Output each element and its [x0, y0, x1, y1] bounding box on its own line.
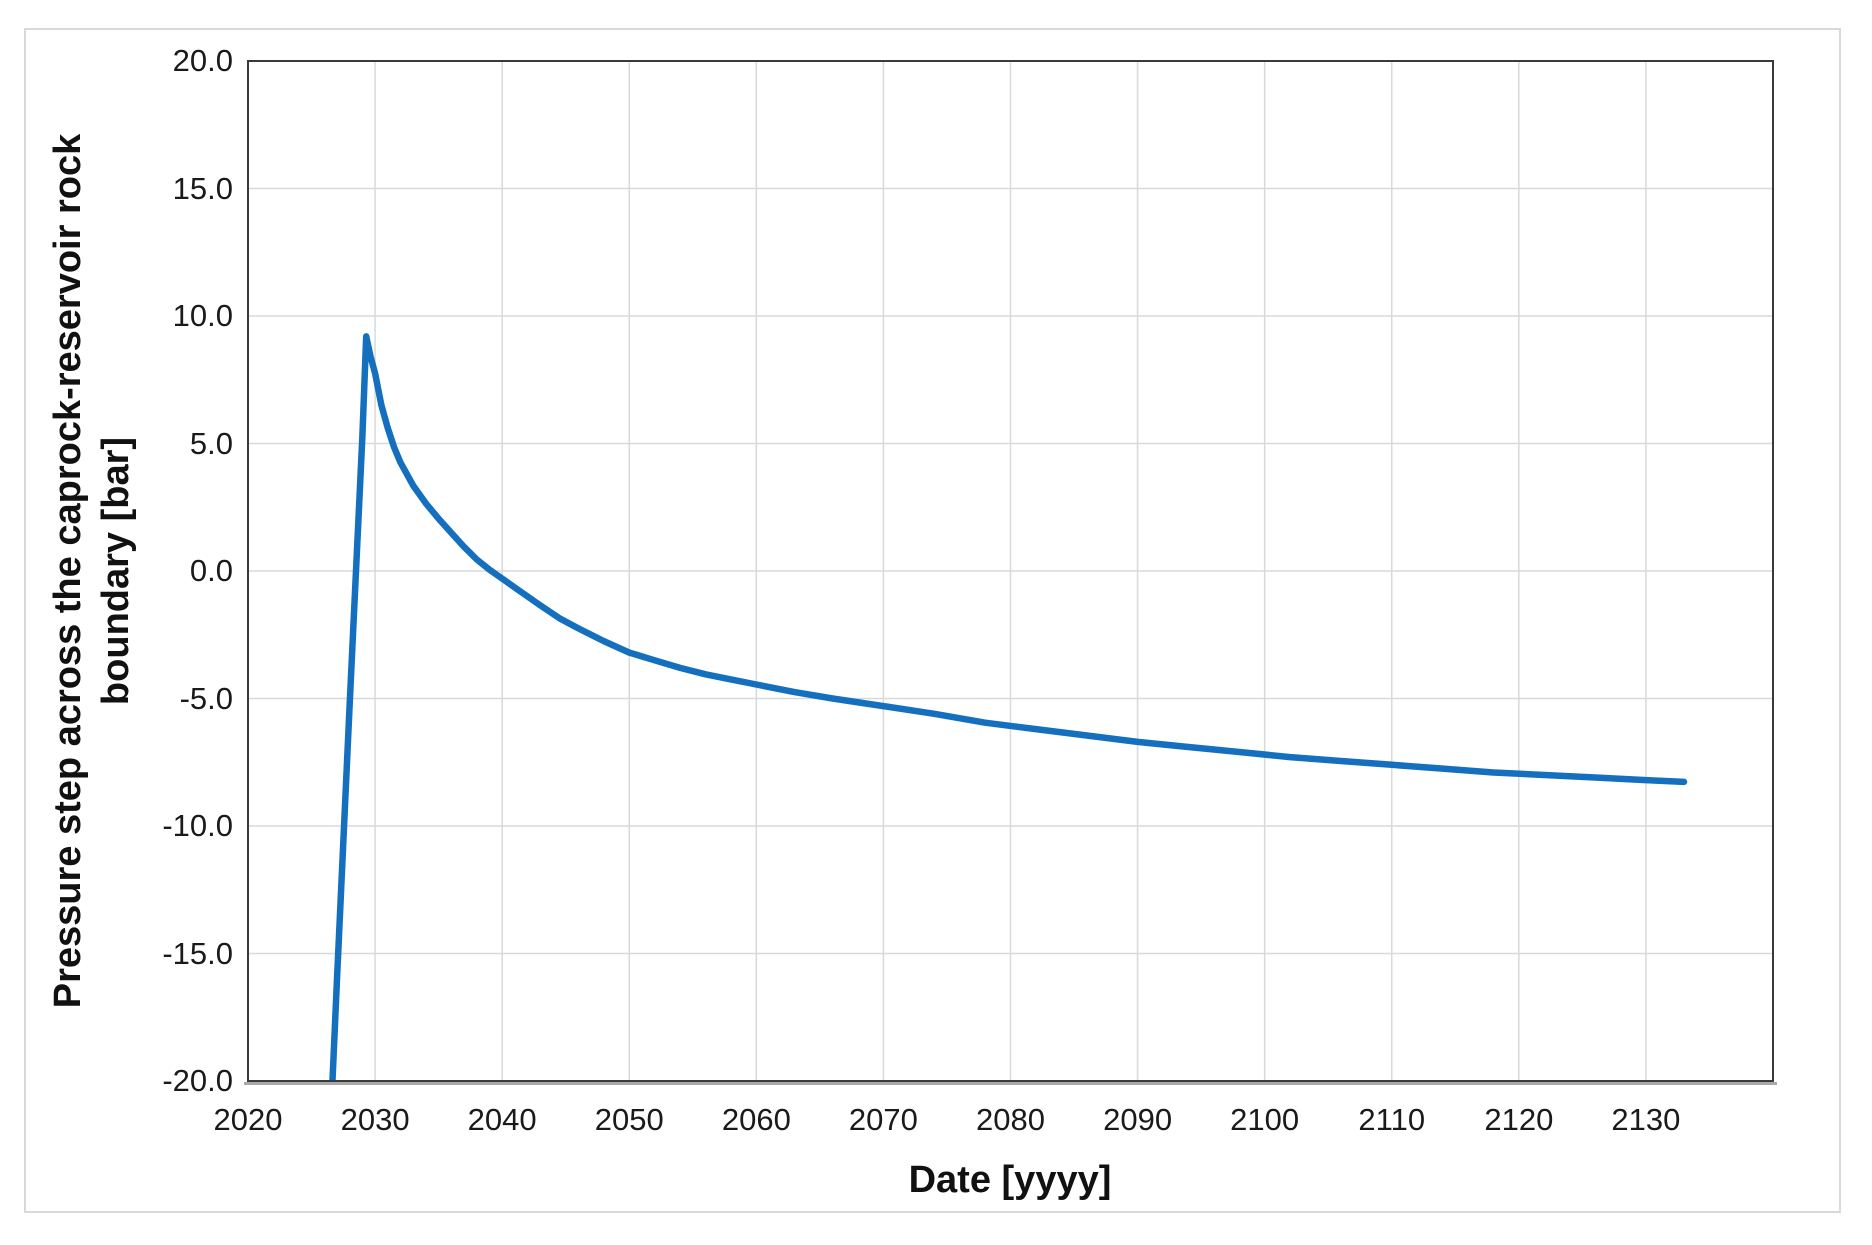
y-axis-title-line2: boundary [bar]	[95, 436, 137, 706]
plot-border	[247, 60, 1774, 1082]
chart-frame	[24, 28, 1841, 1213]
x-tick-label: 2110	[1358, 1102, 1426, 1137]
x-tick-label: 2070	[848, 1102, 918, 1137]
x-tick-label: 2100	[1230, 1102, 1300, 1137]
gridlines	[247, 60, 1774, 1082]
x-tick-label: 2030	[340, 1102, 410, 1137]
y-axis-title: Pressure step across the caprock-reservo…	[44, 101, 140, 1041]
y-tick-label: -15.0	[162, 935, 233, 971]
x-tick-label: 2040	[467, 1102, 537, 1137]
data-series-line	[329, 333, 1688, 1081]
y-tick-label: -10.0	[162, 808, 233, 843]
x-tick-label: 2020	[213, 1102, 283, 1137]
y-tick-label: -20.0	[162, 1063, 233, 1098]
y-tick-label: 5.0	[189, 425, 233, 461]
x-tick-label: 2050	[594, 1102, 664, 1137]
y-tick-label: 15.0	[172, 170, 233, 206]
x-tick-label: 2080	[976, 1102, 1045, 1137]
y-tick-label: 0.0	[189, 553, 233, 588]
y-tick-label: 20.0	[172, 43, 233, 78]
y-tick-label: -5.0	[179, 680, 233, 716]
y-tick-label: 10.0	[172, 298, 233, 333]
x-tick-label: 2120	[1484, 1102, 1554, 1137]
x-tick-label: 2090	[1103, 1102, 1173, 1137]
y-axis-title-line1: Pressure step across the caprock-reservo…	[47, 133, 89, 1009]
x-tick-label: 2060	[721, 1102, 791, 1137]
x-axis-title: Date [yyyy]	[908, 1159, 1112, 1201]
x-tick-label: 2130	[1611, 1102, 1681, 1137]
